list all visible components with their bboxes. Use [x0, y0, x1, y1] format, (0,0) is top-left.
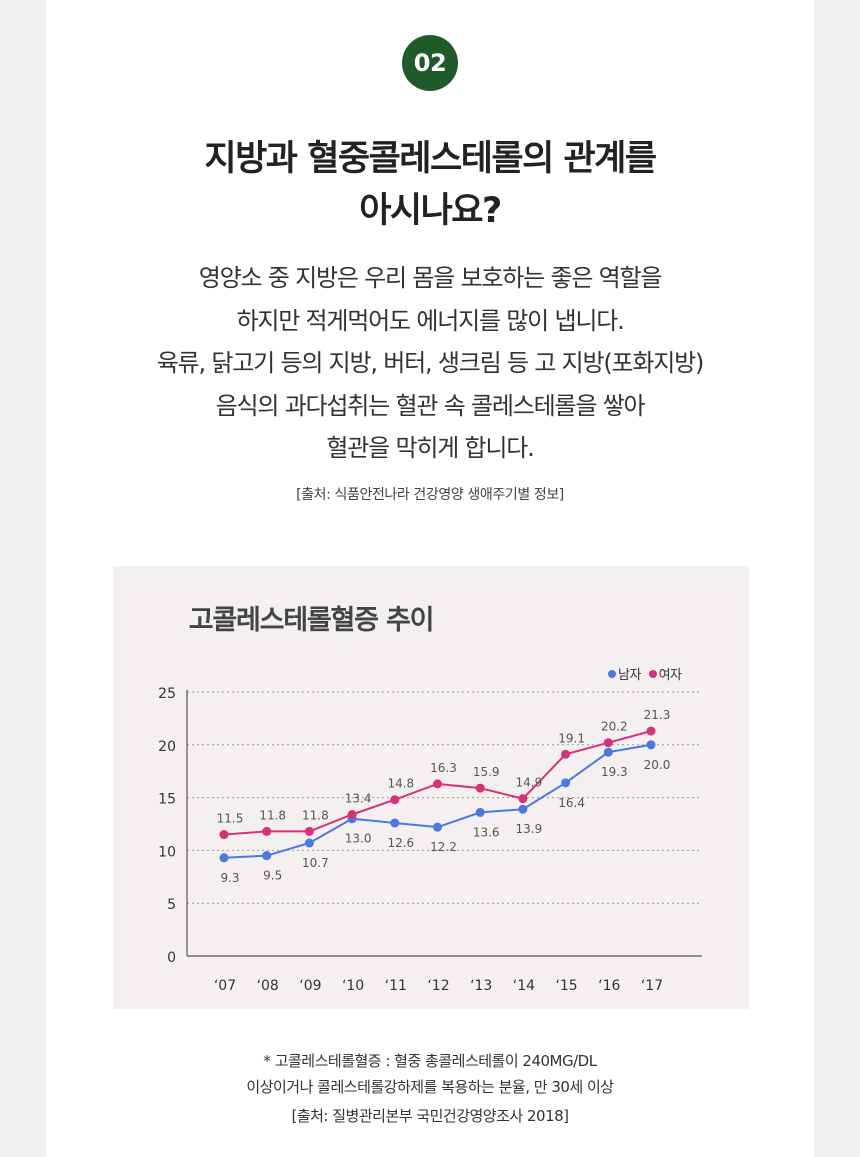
data-point-male — [561, 778, 571, 788]
y-tick-label: 0 — [167, 950, 176, 966]
data-label: 12.2 — [430, 840, 457, 854]
data-label: 11.5 — [217, 812, 244, 826]
data-point-female — [390, 795, 400, 805]
data-label: 12.6 — [387, 836, 414, 850]
y-tick-label: 15 — [158, 792, 176, 808]
x-tick-label: ‘16 — [598, 978, 620, 994]
x-tick-label: ‘17 — [641, 978, 663, 994]
data-point-male — [262, 851, 272, 861]
y-tick-label: 10 — [158, 844, 176, 860]
data-point-female — [433, 779, 442, 789]
data-label: 13.4 — [345, 791, 372, 805]
body-text-line-5: 혈관을 막히게 합니다. — [326, 434, 534, 462]
chart-title: 고콜레스테롤혈증 추이 — [188, 605, 435, 636]
data-label: 19.1 — [558, 731, 585, 745]
data-point-female — [475, 783, 485, 793]
legend-dot-male — [608, 670, 616, 678]
x-tick-label: ‘07 — [214, 978, 236, 994]
legend-label-female: 여자 — [658, 668, 682, 683]
data-label: 13.9 — [516, 822, 543, 836]
data-point-female — [262, 826, 272, 836]
x-tick-label: ‘12 — [427, 978, 449, 994]
data-point-female — [219, 830, 229, 840]
x-tick-label: ‘13 — [470, 978, 492, 994]
body-text-line-4: 음식의 과다섭취는 혈관 속 콜레스테롤을 쌓아 — [215, 392, 646, 420]
data-point-male — [475, 807, 485, 817]
chart-panel — [113, 566, 749, 1009]
source-citation-bottom: [출처: 질병관리본부 국민건강영양조사 2018] — [291, 1107, 569, 1125]
data-label: 16.4 — [558, 796, 585, 810]
data-label: 16.3 — [430, 761, 457, 775]
data-point-female — [646, 726, 656, 736]
data-label: 21.3 — [644, 708, 671, 722]
data-point-female — [603, 738, 613, 748]
headline-line-1: 지방과 혈중콜레스테롤의 관계를 — [204, 139, 657, 179]
x-tick-label: ‘11 — [385, 978, 407, 994]
data-point-male — [304, 838, 314, 848]
footnote-line-2: 이상이거나 콜레스테롤강하제를 복용하는 분율, 만 30세 이상 — [246, 1078, 614, 1096]
chart-legend: 남자 여자 — [608, 664, 682, 683]
section-number-badge: 02 — [402, 35, 458, 91]
data-point-female — [304, 826, 314, 836]
x-tick-label: ‘08 — [257, 978, 279, 994]
data-point-male — [390, 818, 400, 828]
legend-label-male: 남자 — [618, 668, 641, 683]
data-point-male — [433, 822, 442, 832]
body-text-line-3: 육류, 닭고기 등의 지방, 버터, 생크림 등 고 지방(포화지방) — [156, 349, 705, 377]
y-tick-label: 25 — [158, 686, 176, 702]
y-tick-label: 20 — [158, 739, 176, 755]
y-tick-label: 5 — [167, 897, 176, 913]
source-citation-top: [출처: 식품안전나라 건강영양 생애주기별 정보] — [296, 487, 564, 503]
data-label: 14.9 — [516, 776, 543, 790]
body-text-line-2: 하지만 적게먹어도 에너지를 많이 냅니다. — [236, 307, 624, 335]
x-tick-label: ‘15 — [555, 978, 577, 994]
data-point-female — [561, 749, 571, 759]
data-point-male — [603, 747, 613, 757]
data-point-female — [518, 794, 528, 804]
data-label: 11.8 — [259, 808, 286, 822]
data-label: 19.3 — [601, 765, 628, 779]
x-tick-label: ‘10 — [342, 978, 364, 994]
data-point-male — [518, 804, 528, 814]
data-label: 9.3 — [220, 871, 239, 885]
data-point-female — [347, 809, 357, 819]
data-label: 20.2 — [601, 720, 628, 734]
footnote-line-1: * 고콜레스테롤혈증 : 혈중 총콜레스테롤이 240MG/DL — [263, 1052, 597, 1070]
data-label: 13.0 — [345, 832, 372, 846]
data-label: 15.9 — [473, 765, 500, 779]
x-tick-label: ‘09 — [299, 978, 321, 994]
body-text-line-1: 영양소 중 지방은 우리 몸을 보호하는 좋은 역할을 — [198, 264, 663, 292]
data-point-male — [219, 853, 229, 863]
data-label: 14.8 — [387, 777, 414, 791]
legend-dot-female — [648, 670, 657, 678]
data-label: 13.6 — [473, 825, 500, 839]
data-point-male — [646, 740, 656, 750]
data-label: 20.0 — [644, 758, 671, 772]
data-label: 11.8 — [302, 808, 329, 822]
headline-line-2: 아시나요? — [359, 191, 502, 231]
data-label: 9.5 — [263, 869, 282, 883]
x-tick-label: ‘14 — [513, 978, 535, 994]
data-label: 10.7 — [302, 856, 329, 870]
